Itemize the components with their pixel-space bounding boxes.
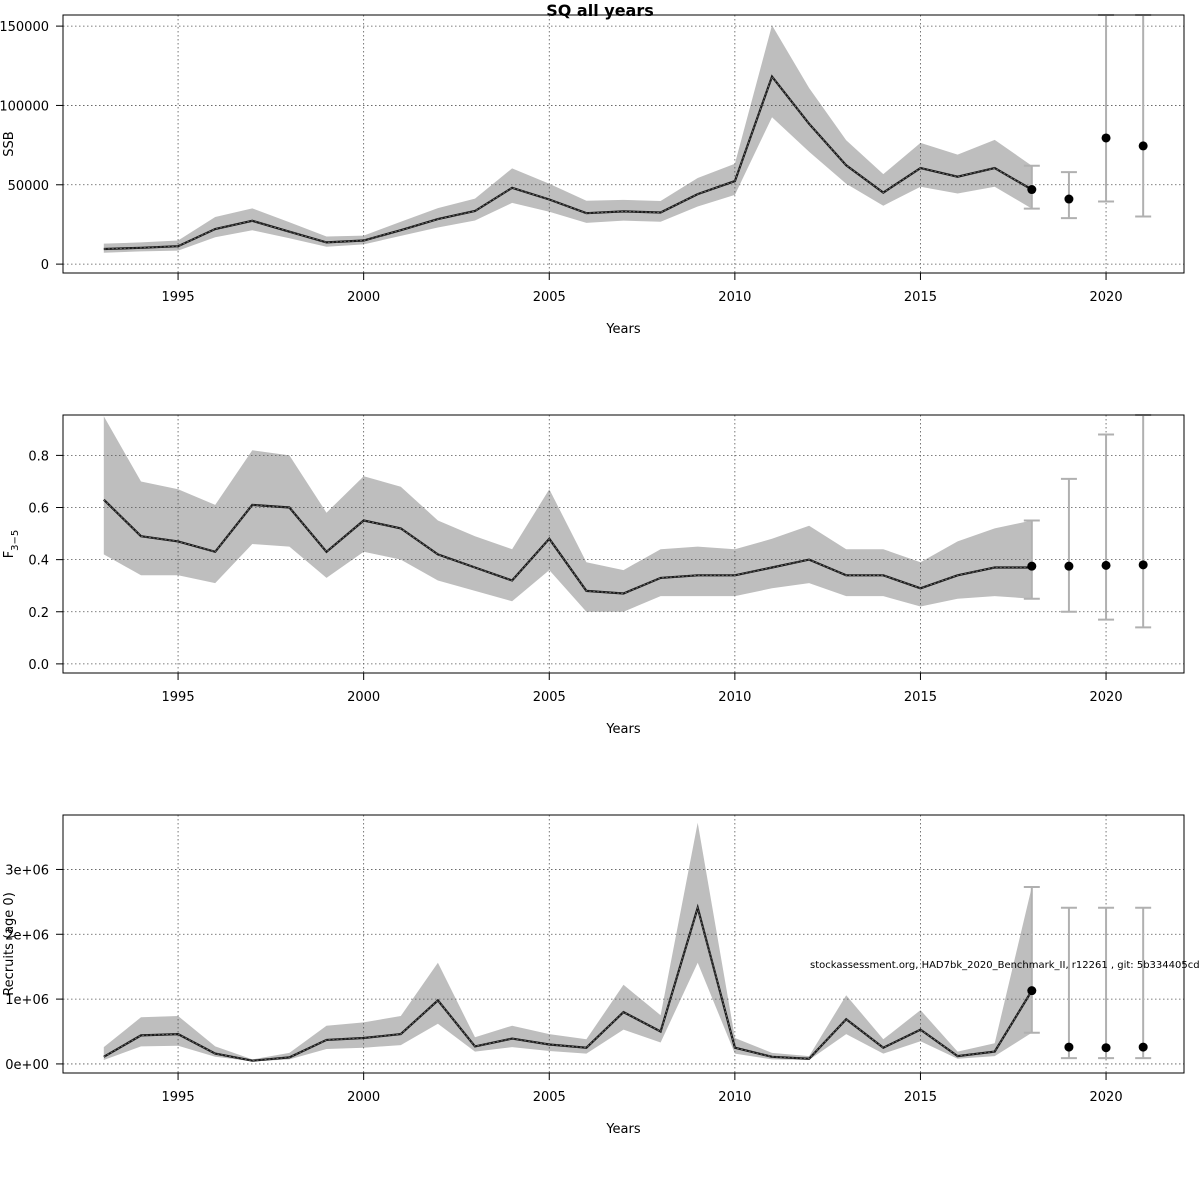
ssb-forecast-point-2018 xyxy=(1027,185,1037,195)
ssb-xtick-label-2020: 2020 xyxy=(1090,290,1123,305)
recruits-ytick-label-3: 3e+06 xyxy=(5,863,49,878)
ssb-xtick-label-2015: 2015 xyxy=(904,290,937,305)
recruits-yaxis-title: Recruits (age 0) xyxy=(2,892,17,996)
fbar-forecast-point-2021 xyxy=(1138,560,1148,570)
fbar-forecast-point-2020 xyxy=(1101,560,1111,570)
recruits-xaxis-title: Years xyxy=(605,1122,641,1137)
footnote-text: stockassessment.org, HAD7bk_2020_Benchma… xyxy=(810,960,1200,971)
recruits-xtick-label-2005: 2005 xyxy=(533,1090,566,1105)
recruits-ytick-label-1: 1e+06 xyxy=(5,993,49,1008)
recruits-forecast-point-2020 xyxy=(1101,1043,1111,1053)
fbar-yaxis-title: F3−5 xyxy=(2,530,21,559)
fbar-xtick-label-2020: 2020 xyxy=(1090,690,1123,705)
ssb-xaxis-title: Years xyxy=(605,322,641,337)
recruits-ytick-label-2: 2e+06 xyxy=(5,928,49,943)
fbar-yaxis-title-subscript: 3−5 xyxy=(10,530,21,551)
fbar-xtick-label-2005: 2005 xyxy=(533,690,566,705)
ssb-ytick-label-2: 100000 xyxy=(0,99,49,114)
fbar-plot-frame xyxy=(62,414,1185,674)
ssb-confidence-band xyxy=(103,25,1032,253)
fbar-ytick-label-0: 0.0 xyxy=(28,658,49,673)
recruits-xtick-label-2010: 2010 xyxy=(718,1090,751,1105)
recruits-plot-frame xyxy=(62,814,1185,1074)
ssb-plot-frame xyxy=(62,14,1185,274)
fbar-xtick-label-2000: 2000 xyxy=(347,690,380,705)
fbar-forecast-point-2018 xyxy=(1027,561,1037,571)
recruits-xtick-label-2020: 2020 xyxy=(1090,1090,1123,1105)
recruits-forecast-point-2021 xyxy=(1138,1042,1148,1052)
fbar-ytick-label-4: 0.8 xyxy=(28,449,49,464)
recruits-xtick-label-1995: 1995 xyxy=(162,1090,195,1105)
ssb-forecast-point-2021 xyxy=(1138,141,1148,151)
ssb-panel: 1995 2000 2005 2010 2015 2020 0 50000 100000 1500… xyxy=(0,14,1185,337)
recruits-confidence-band xyxy=(103,822,1032,1062)
ssb-xtick-label-2005: 2005 xyxy=(533,290,566,305)
fbar-ytick-label-3: 0.6 xyxy=(28,502,49,517)
ssb-estimate-line-dash xyxy=(103,75,1032,250)
fbar-xaxis-title: Years xyxy=(605,722,641,737)
chart-title: SQ all years xyxy=(546,1,654,20)
fbar-estimate-line-dash xyxy=(103,499,1032,594)
fbar-forecast-point-2019 xyxy=(1064,561,1074,571)
recruits-ytick-label-0: 0e+00 xyxy=(5,1058,49,1073)
ssb-ytick-label-3: 150000 xyxy=(0,20,49,35)
ssb-xtick-label-1995: 1995 xyxy=(162,290,195,305)
ssb-yaxis-title: SSB xyxy=(2,131,17,156)
fbar-panel: 1995 2000 2005 2010 2015 2020 0.0 0.2 0.4 0.6 0.8 Y… xyxy=(2,414,1185,737)
ssb-ytick-label-1: 50000 xyxy=(8,179,49,194)
ssb-estimate-line xyxy=(103,74,1033,251)
fbar-xtick-label-2010: 2010 xyxy=(718,690,751,705)
recruits-panel: 1995 2000 2005 2010 2015 2020 0e+00 1e+06 2e+06 3… xyxy=(2,814,1185,1137)
ssb-forecast-point-2020 xyxy=(1101,133,1111,143)
fbar-ytick-label-1: 0.2 xyxy=(28,606,49,621)
ssb-forecast-point-2019 xyxy=(1064,194,1074,204)
recruits-forecast-point-2018 xyxy=(1027,986,1037,996)
ssb-xtick-label-2010: 2010 xyxy=(718,290,751,305)
fbar-xtick-label-1995: 1995 xyxy=(162,690,195,705)
fbar-xtick-label-2015: 2015 xyxy=(904,690,937,705)
fbar-confidence-band xyxy=(103,416,1032,612)
recruits-forecast-point-2019 xyxy=(1064,1042,1074,1052)
ssb-xtick-label-2000: 2000 xyxy=(347,290,380,305)
recruits-xtick-label-2015: 2015 xyxy=(904,1090,937,1105)
ssb-ytick-label-0: 0 xyxy=(41,258,49,273)
fbar-ytick-label-2: 0.4 xyxy=(28,554,49,569)
recruits-xtick-label-2000: 2000 xyxy=(347,1090,380,1105)
recruits-estimate-line-dash xyxy=(103,906,1033,1062)
